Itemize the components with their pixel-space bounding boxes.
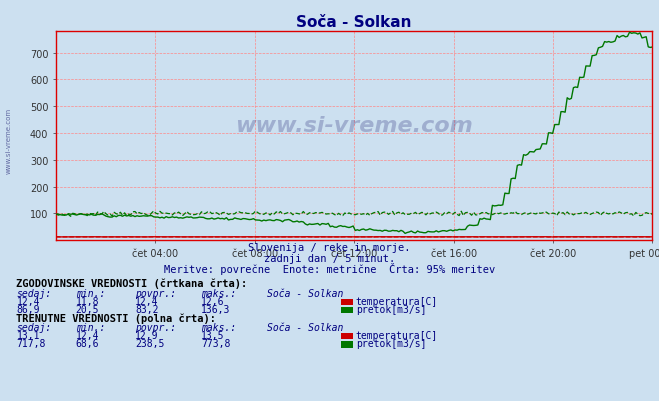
Text: temperatura[C]: temperatura[C]	[356, 330, 438, 340]
Text: maks.:: maks.:	[201, 288, 236, 298]
Text: 86,9: 86,9	[16, 304, 40, 314]
Text: TRENUTNE VREDNOSTI (polna črta):: TRENUTNE VREDNOSTI (polna črta):	[16, 312, 216, 323]
Text: Soča - Solkan: Soča - Solkan	[267, 322, 343, 332]
Text: 13,1: 13,1	[16, 330, 40, 340]
Text: 717,8: 717,8	[16, 338, 46, 348]
Text: pretok[m3/s]: pretok[m3/s]	[356, 304, 426, 314]
Text: Soča - Solkan: Soča - Solkan	[267, 288, 343, 298]
Text: 12,9: 12,9	[135, 330, 159, 340]
Text: 13,5: 13,5	[201, 330, 225, 340]
Text: 136,3: 136,3	[201, 304, 231, 314]
Text: 20,5: 20,5	[76, 304, 100, 314]
Text: 12,4: 12,4	[16, 296, 40, 306]
Text: 83,2: 83,2	[135, 304, 159, 314]
Text: sedaj:: sedaj:	[16, 322, 51, 332]
Title: Soča - Solkan: Soča - Solkan	[297, 14, 412, 30]
Text: ZGODOVINSKE VREDNOSTI (črtkana črta):: ZGODOVINSKE VREDNOSTI (črtkana črta):	[16, 278, 248, 289]
Text: povpr.:: povpr.:	[135, 322, 176, 332]
Text: sedaj:: sedaj:	[16, 288, 51, 298]
Text: maks.:: maks.:	[201, 322, 236, 332]
Text: povpr.:: povpr.:	[135, 288, 176, 298]
Text: 238,5: 238,5	[135, 338, 165, 348]
Text: Meritve: povrečne  Enote: metrične  Črta: 95% meritev: Meritve: povrečne Enote: metrične Črta: …	[164, 263, 495, 275]
Text: 12,4: 12,4	[135, 296, 159, 306]
Text: 12,4: 12,4	[76, 330, 100, 340]
Text: 11,8: 11,8	[76, 296, 100, 306]
Text: Slovenija / reke in morje.: Slovenija / reke in morje.	[248, 243, 411, 253]
Text: min.:: min.:	[76, 322, 105, 332]
Text: temperatura[C]: temperatura[C]	[356, 296, 438, 306]
Text: 12,6: 12,6	[201, 296, 225, 306]
Text: pretok[m3/s]: pretok[m3/s]	[356, 338, 426, 348]
Text: www.si-vreme.com: www.si-vreme.com	[235, 116, 473, 136]
Text: min.:: min.:	[76, 288, 105, 298]
Text: 773,8: 773,8	[201, 338, 231, 348]
Text: 68,6: 68,6	[76, 338, 100, 348]
Text: www.si-vreme.com: www.si-vreme.com	[5, 107, 11, 173]
Text: zadnji dan / 5 minut.: zadnji dan / 5 minut.	[264, 253, 395, 263]
